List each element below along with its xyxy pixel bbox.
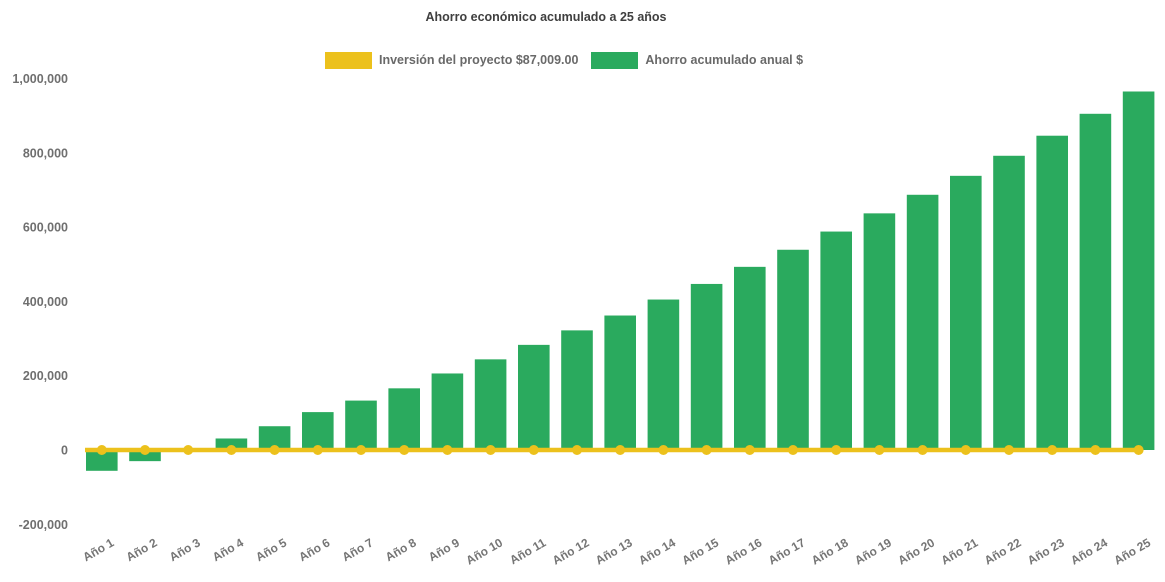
y-axis-tick-label: -200,000 [19,518,68,532]
investment-line-marker [701,445,712,455]
investment-line-marker [1133,445,1144,455]
bar-año-23 [1036,135,1068,450]
x-axis-tick-label: Año 2 [124,535,160,564]
legend-swatch-investment-icon [325,51,372,69]
x-axis-tick-label: Año 22 [982,535,1024,567]
x-axis-tick-label: Año 13 [593,535,635,567]
chart-legend: Inversión del proyecto $87,009.00 Ahorro… [325,51,803,69]
investment-line-marker [442,445,453,455]
legend-label-savings: Ahorro acumulado anual $ [645,53,804,67]
bar-año-9 [431,373,464,450]
legend-item-savings: Ahorro acumulado anual $ [591,51,804,69]
y-axis-tick-label: 800,000 [23,146,68,160]
bar-año-10 [474,359,507,450]
x-axis-tick-label: Año 9 [426,535,462,564]
x-axis-tick-label: Año 8 [383,535,419,564]
legend-label-investment: Inversión del proyecto $87,009.00 [379,53,579,67]
bar-año-2 [129,450,161,462]
x-axis-tick-label: Año 14 [636,535,678,567]
x-axis-tick-label: Año 20 [895,535,937,567]
bar-año-25 [1122,91,1155,450]
x-axis-tick-label: Año 24 [1068,535,1110,567]
bar-año-18 [820,231,852,450]
investment-line-marker [485,445,496,455]
investment-line-marker [140,445,150,455]
investment-line-marker [96,445,107,455]
bar-año-13 [604,315,636,450]
investment-line-marker [183,445,194,455]
x-axis-tick-label: Año 18 [809,535,851,567]
bar-año-8 [388,388,420,450]
y-axis-tick-label: 0 [61,444,68,458]
investment-line-marker [528,445,539,455]
x-axis-tick-label: Año 1 [80,535,116,564]
investment-line-marker [269,445,280,455]
x-axis-tick-label: Año 3 [167,535,203,564]
bar-año-12 [561,330,593,450]
x-axis-tick-label: Año 25 [1111,535,1153,567]
x-axis-tick-label: Año 10 [463,535,505,567]
investment-line-marker [1004,445,1014,455]
investment-line-marker [831,445,842,455]
x-axis-tick-label: Año 15 [679,535,721,567]
x-axis-tick-label: Año 17 [766,535,808,567]
bar-año-6 [302,412,334,450]
x-axis-tick-label: Año 19 [852,535,894,567]
investment-line-marker [226,445,237,455]
investment-line-marker [399,445,410,455]
x-axis-tick-label: Año 16 [723,535,765,567]
x-axis-tick-label: Año 12 [550,535,592,567]
y-axis-tick-label: 400,000 [23,295,68,309]
bar-año-20 [906,194,939,450]
bar-año-7 [345,400,377,450]
bar-año-17 [777,249,809,450]
investment-line-marker [960,445,971,455]
bar-año-24 [1079,113,1112,450]
bar-año-19 [863,213,896,450]
bar-año-15 [690,283,723,450]
x-axis-tick-label: Año 7 [340,535,376,564]
x-axis-tick-label: Año 5 [253,535,289,564]
y-axis-tick-label: 600,000 [23,221,68,235]
investment-line-marker [744,445,755,455]
x-axis-tick-label: Año 23 [1025,535,1067,567]
bar-año-21 [950,175,982,450]
legend-item-investment: Inversión del proyecto $87,009.00 [325,51,579,69]
bar-año-11 [518,344,550,450]
bar-año-14 [647,299,680,450]
bar-año-5 [258,426,291,450]
y-axis-tick-label: 200,000 [23,369,68,383]
investment-line-marker [1047,445,1058,455]
investment-line-marker [917,445,928,455]
x-axis-tick-label: Año 21 [939,535,981,567]
investment-line-marker [615,445,626,455]
x-axis-tick-label: Año 4 [210,535,246,564]
bar-año-22 [993,155,1025,450]
chart-title: Ahorro económico acumulado a 25 años [425,10,667,24]
y-axis-tick-label: 1,000,000 [12,72,68,86]
investment-line-marker [658,445,669,455]
investment-line-marker [356,445,366,455]
investment-line-marker [312,445,323,455]
legend-swatch-savings-icon [591,51,639,69]
bar-año-1 [86,450,118,471]
investment-line-marker [1090,445,1101,455]
investment-line-marker [572,445,582,455]
bar-año-16 [734,266,766,450]
bar-año-4 [215,438,248,450]
x-axis-tick-label: Año 11 [507,535,548,567]
investment-line-marker [788,445,798,455]
investment-line-marker [874,445,885,455]
x-axis-tick-label: Año 6 [296,535,332,564]
